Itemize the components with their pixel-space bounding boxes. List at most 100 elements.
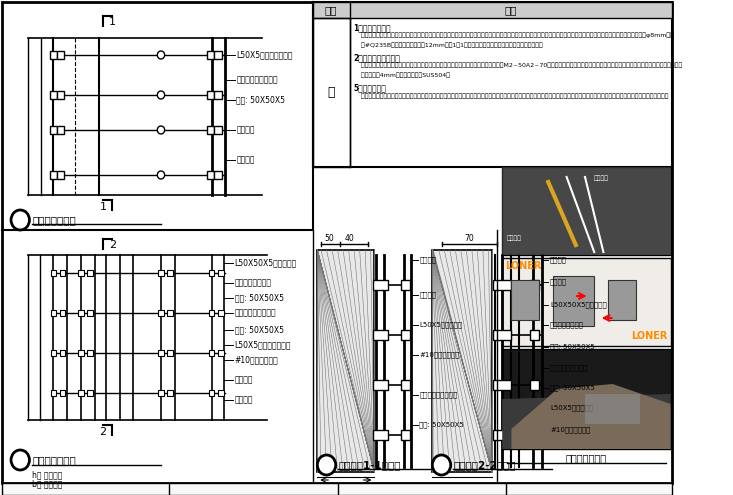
Circle shape — [158, 51, 165, 59]
Text: 柔性结构: 柔性结构 — [237, 155, 255, 164]
Text: 石材干挂意向图: 石材干挂意向图 — [566, 453, 607, 463]
Bar — [50, 126, 57, 134]
Bar — [493, 430, 512, 440]
Text: 干挂支架: 干挂支架 — [507, 235, 522, 241]
Bar — [57, 171, 65, 179]
Bar — [87, 270, 93, 276]
Text: L50X50X5厚碳钢角钢: L50X50X5厚碳钢角钢 — [550, 301, 607, 308]
Bar — [512, 280, 539, 320]
Text: ④: ④ — [436, 458, 447, 472]
Bar — [51, 310, 56, 316]
Text: 连接板及高强螺栓钉: 连接板及高强螺栓钉 — [235, 308, 276, 317]
Bar — [209, 350, 214, 356]
Bar — [209, 310, 214, 316]
Bar — [167, 270, 173, 276]
Bar — [207, 51, 214, 59]
Text: 锚固件及高强锚栓: 锚固件及高强锚栓 — [550, 322, 584, 328]
Text: 锚栓: 50X50X5: 锚栓: 50X50X5 — [550, 344, 594, 350]
Circle shape — [432, 455, 451, 475]
Text: 点挂石材: 点挂石材 — [237, 126, 255, 135]
Bar — [2, 483, 672, 495]
Text: 锚栓: 50X50X5: 锚栓: 50X50X5 — [550, 385, 594, 392]
Bar — [78, 310, 84, 316]
Text: #10镀锌膨胀螺栓: #10镀锌膨胀螺栓 — [550, 427, 590, 433]
Bar — [60, 270, 65, 276]
Text: 锚栓: 50X50X5: 锚栓: 50X50X5 — [235, 326, 284, 335]
Text: 不锈钢钢结构施基础水泥密封液前须使用水，严含使用化学，含量，石不需要，输基基础内不采用钢结构基础证在材料在可以于不锈钢不采用基础数量前。不应使用不采用施钢感基础: 不锈钢钢结构施基础水泥密封液前须使用水，严含使用化学，含量，石不需要，输基基础内… — [353, 93, 668, 99]
Text: 普通点挂施工当采用普通碳钢角钢材料时，使其达到平整细致，钢构立柱在此条件内（可告知材料密度与数量积量基准此点所对），螺栓可不锈钢连点击。螺栓直径不得小于φ8mm: 普通点挂施工当采用普通碳钢角钢材料时，使其达到平整细致，钢构立柱在此条件内（可告… — [353, 33, 674, 38]
Text: 1: 1 — [108, 17, 116, 27]
Bar — [60, 310, 65, 316]
Bar — [401, 280, 410, 290]
Bar — [530, 280, 539, 290]
Text: 基础结构: 基础结构 — [235, 396, 253, 404]
Text: 1: 1 — [100, 202, 106, 212]
Bar — [432, 250, 492, 472]
Bar — [373, 330, 388, 340]
Bar — [50, 91, 57, 99]
Text: L50X50X5厚碳钢角钢: L50X50X5厚碳钢角钢 — [235, 258, 297, 267]
Bar — [530, 330, 539, 340]
Text: ①: ① — [15, 213, 26, 227]
Text: 干挂支架: 干挂支架 — [550, 279, 567, 285]
Bar — [57, 51, 65, 59]
Text: 角钢锚固及高强锚栓: 角钢锚固及高强锚栓 — [237, 76, 278, 85]
Bar — [218, 310, 224, 316]
Bar — [207, 171, 214, 179]
Bar — [60, 350, 65, 356]
Bar — [167, 350, 173, 356]
Text: 锚栓: 50X50X5: 锚栓: 50X50X5 — [419, 422, 464, 428]
Bar — [373, 380, 388, 390]
Bar — [50, 171, 57, 179]
Text: 5、其他要求：: 5、其他要求： — [353, 84, 386, 93]
Circle shape — [11, 210, 29, 230]
Text: ⑤: ⑤ — [321, 458, 332, 472]
Polygon shape — [502, 394, 671, 449]
Bar — [60, 390, 65, 396]
Bar — [608, 280, 636, 320]
Text: 冷缝基础: 冷缝基础 — [594, 175, 609, 181]
Bar — [401, 380, 410, 390]
Text: 关于粘结剂采用不可不带限制性采购单钢结构连接施工采购单，不锈钢固定螺栓定型为M2~50A2~70，连接钢板厚度应不超纲螺栓直径不于钢板，不锈钢材水泥连用量应光亮: 关于粘结剂采用不可不带限制性采购单钢结构连接施工采购单，不锈钢固定螺栓定型为M2… — [353, 63, 682, 68]
Bar — [317, 250, 375, 472]
Text: ②: ② — [15, 453, 26, 466]
Text: 粗胸材料: 粗胸材料 — [550, 257, 567, 263]
Bar — [50, 51, 57, 59]
Bar — [502, 258, 671, 346]
Text: L50X5厚普通碳钢角钢: L50X5厚普通碳钢角钢 — [237, 50, 293, 59]
Bar — [553, 276, 594, 326]
Bar — [502, 167, 671, 255]
Bar — [51, 390, 56, 396]
Text: 项目: 项目 — [325, 5, 337, 15]
Bar — [207, 126, 214, 134]
Text: 干挂石材: 干挂石材 — [235, 376, 253, 385]
Text: 锚栓: 50X50X5: 锚栓: 50X50X5 — [235, 294, 284, 302]
Bar — [313, 18, 350, 167]
Bar — [57, 126, 65, 134]
Bar — [373, 430, 388, 440]
Polygon shape — [502, 167, 671, 255]
Bar — [218, 390, 224, 396]
Bar — [209, 390, 214, 396]
Bar — [493, 330, 512, 340]
Bar — [167, 390, 173, 396]
Bar — [313, 2, 672, 18]
Bar — [87, 390, 93, 396]
Text: 点挂石材: 点挂石材 — [419, 292, 436, 298]
Bar — [87, 310, 93, 316]
Text: 注: 注 — [328, 86, 335, 99]
Bar — [57, 91, 65, 99]
Bar — [78, 390, 84, 396]
Bar — [207, 91, 214, 99]
Bar — [214, 126, 221, 134]
Text: LONER: LONER — [505, 261, 542, 271]
Text: 石材干挂2-2剖面图: 石材干挂2-2剖面图 — [454, 460, 516, 470]
Circle shape — [11, 450, 29, 470]
Bar — [493, 380, 512, 390]
Bar — [87, 350, 93, 356]
Bar — [158, 350, 163, 356]
Text: 石材点挂平面图: 石材点挂平面图 — [32, 215, 76, 225]
Circle shape — [158, 91, 165, 99]
Text: 40: 40 — [345, 234, 354, 243]
Bar — [78, 350, 84, 356]
